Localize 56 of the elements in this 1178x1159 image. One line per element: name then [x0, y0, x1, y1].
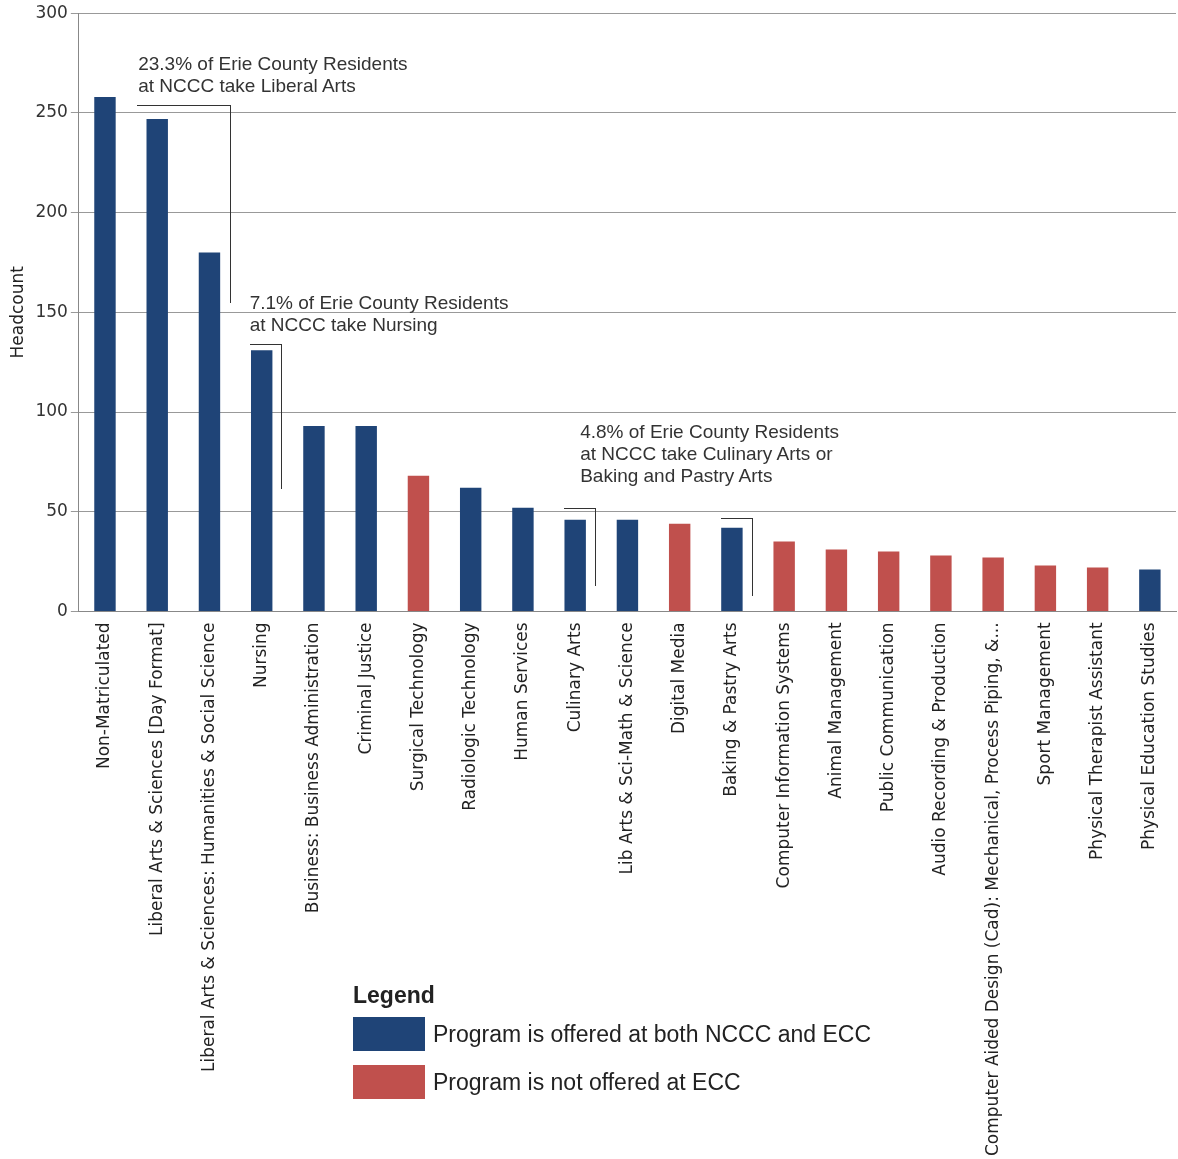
bar — [877, 551, 900, 611]
y-tick-label: 200 — [35, 201, 68, 222]
bar — [773, 541, 795, 611]
bar — [564, 519, 586, 611]
legend-label: Program is offered at both NCCC and ECC — [433, 1020, 872, 1048]
x-tick-label: Public Communication — [877, 622, 898, 813]
x-tick-label: Business: Business Administration — [302, 622, 323, 914]
x-tick-label: Surgical Technology — [406, 622, 427, 792]
x-tick-label: Criminal Justice — [354, 622, 375, 755]
bar — [407, 475, 430, 611]
x-tick-label: Physical Education Studies — [1138, 622, 1159, 851]
bar — [982, 557, 1004, 611]
bar — [512, 507, 534, 611]
x-tick-label: Sport Management — [1033, 622, 1054, 786]
bar — [94, 96, 116, 611]
x-tick-label: Digital Media — [668, 622, 689, 735]
x-tick-label: Nursing — [250, 622, 271, 689]
y-tick-label: 100 — [35, 400, 68, 421]
annotation: 23.3% of Erie County Residents at NCCC take Liberal Arts — [138, 53, 408, 97]
x-tick-label: Baking & Pastry Arts — [720, 622, 741, 797]
y-axis-title: Headcount — [6, 265, 27, 359]
x-tick-label: Liberal Arts & Sciences: Humanities & Social Science — [197, 622, 218, 1072]
x-tick-label: Computer Information Systems — [772, 622, 793, 889]
x-tick-label: Physical Therapist Assistant — [1086, 622, 1107, 860]
x-tick-label: Audio Recording & Production — [929, 622, 950, 876]
bar — [1034, 565, 1057, 611]
y-tick-label: 250 — [35, 101, 68, 122]
bar — [616, 519, 639, 611]
annotation: 4.8% of Erie County Residents at NCCC take Culinary Arts or Baking and Pastry Arts — [580, 420, 839, 487]
x-tick-label: Culinary Arts — [563, 622, 584, 733]
x-tick-label: Animal Management — [824, 622, 845, 799]
bar — [198, 252, 221, 611]
bar — [668, 523, 691, 611]
x-tick-label: Radiologic Technology — [459, 622, 480, 811]
legend-title: Legend — [353, 982, 436, 1009]
x-tick-label: Non-Matriculated — [93, 622, 114, 770]
bar — [1139, 569, 1161, 611]
x-tick-label: Lib Arts & Sci-Math & Science — [615, 622, 636, 875]
annotation: 7.1% of Erie County Residents at NCCC take Nursing — [249, 292, 509, 337]
bar — [355, 425, 377, 611]
bar — [251, 350, 273, 611]
x-tick-label: Computer Aided Design (Cad): Mechanical, Process Piping, &... — [981, 622, 1002, 1156]
y-tick-label: 300 — [35, 1, 68, 22]
bar — [1086, 567, 1109, 611]
y-tick-label: 0 — [57, 599, 68, 620]
bar — [303, 425, 325, 611]
y-tick-label: 150 — [35, 300, 68, 321]
bar — [459, 487, 482, 611]
bar — [721, 527, 743, 611]
legend-label: Program is not offered at ECC — [433, 1068, 741, 1096]
y-tick-label: 50 — [46, 500, 68, 521]
bar — [825, 549, 848, 611]
x-tick-label: Liberal Arts & Sciences [Day Format] — [145, 622, 166, 936]
bar — [146, 118, 168, 611]
x-tick-label: Human Services — [511, 622, 532, 761]
bar — [930, 555, 952, 611]
